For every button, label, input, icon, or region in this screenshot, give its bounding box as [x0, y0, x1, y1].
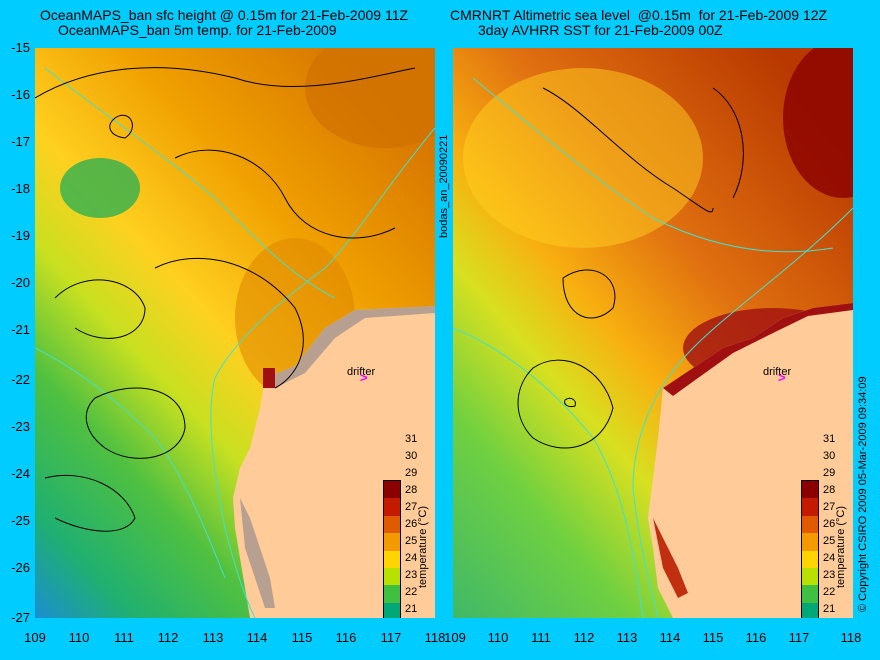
colorbar	[383, 480, 401, 618]
left-panel-subtitle: OceanMAPS_ban 5m temp. for 21-Feb-2009	[58, 22, 337, 38]
y-tick: -23	[11, 419, 30, 434]
x-tick: 115	[291, 630, 313, 645]
right-panel-subtitle: 3day AVHRR SST for 21-Feb-2009 00Z	[478, 22, 723, 38]
x-tick: 118	[840, 630, 862, 645]
colorbar-label: temperature (°C)	[417, 505, 429, 588]
y-tick: -22	[11, 372, 30, 387]
x-tick: 114	[246, 630, 268, 645]
drifter-marker: >	[778, 370, 786, 385]
run-id-label: bodas_an_20090221	[438, 134, 450, 238]
x-tick: 112	[573, 630, 595, 645]
copyright-label: © Copyright CSIRO 2009 05-Mar-2009 09:34…	[857, 376, 869, 612]
x-tick: 110	[68, 630, 90, 645]
x-tick: 118	[424, 630, 446, 645]
colorbar	[801, 480, 819, 618]
y-tick: -16	[11, 87, 30, 102]
colorbar-tick: 25	[823, 535, 836, 547]
y-tick: -24	[11, 466, 30, 481]
colorbar-tick: 31	[823, 433, 836, 445]
x-tick: 117	[788, 630, 810, 645]
colorbar-tick: 24	[405, 552, 418, 564]
y-tick: -20	[11, 275, 30, 290]
colorbar-label: temperature (°C)	[835, 505, 847, 588]
x-tick: 113	[616, 630, 638, 645]
left-panel-title: OceanMAPS_ban sfc height @ 0.15m for 21-…	[40, 7, 409, 23]
y-tick: -21	[11, 322, 30, 337]
colorbar-tick: 30	[405, 450, 418, 462]
y-tick: -17	[11, 134, 30, 149]
x-tick: 109	[24, 630, 46, 645]
y-tick: -19	[11, 228, 30, 243]
x-tick: 113	[202, 630, 224, 645]
colorbar-tick: 26	[823, 518, 836, 530]
colorbar-tick: 28	[405, 484, 418, 496]
y-tick: -26	[11, 560, 30, 575]
left-map-panel: drifter > 31 30 29 28 27 26 25 24 23 22 …	[35, 48, 435, 618]
colorbar-tick: 24	[823, 552, 836, 564]
right-panel-title: CMRNRT Altimetric sea level @0.15m for 2…	[450, 7, 828, 23]
x-tick: 112	[157, 630, 179, 645]
colorbar-tick: 25	[405, 535, 418, 547]
x-tick: 117	[380, 630, 402, 645]
colorbar-tick: 31	[405, 433, 418, 445]
colorbar-tick: 22	[405, 586, 418, 598]
colorbar-tick: 28	[823, 484, 836, 496]
colorbar-tick: 21	[823, 603, 836, 615]
left-map	[35, 48, 435, 618]
colorbar-tick: 27	[823, 501, 836, 513]
y-tick: -27	[11, 610, 30, 625]
y-tick: -25	[11, 513, 30, 528]
colorbar-tick: 23	[405, 569, 418, 581]
colorbar-tick: 22	[823, 586, 836, 598]
drifter-label: drifter	[763, 366, 792, 378]
drifter-label: drifter	[347, 366, 376, 378]
drifter-marker: >	[360, 370, 368, 385]
colorbar-tick: 21	[405, 603, 418, 615]
colorbar-tick: 29	[823, 467, 836, 479]
colorbar-tick: 29	[405, 467, 418, 479]
x-tick: 110	[487, 630, 509, 645]
x-tick: 114	[659, 630, 681, 645]
x-tick: 116	[335, 630, 357, 645]
colorbar-tick: 26	[405, 518, 418, 530]
x-tick: 109	[444, 630, 466, 645]
right-map	[453, 48, 853, 618]
colorbar-tick: 30	[823, 450, 836, 462]
x-tick: 115	[702, 630, 724, 645]
x-tick: 111	[531, 630, 551, 645]
x-tick: 116	[745, 630, 767, 645]
right-map-panel: drifter > 31 30 29 28 27 26 25 24 23 22 …	[453, 48, 853, 618]
y-tick: -18	[11, 181, 30, 196]
colorbar-tick: 23	[823, 569, 836, 581]
y-tick: -15	[11, 40, 30, 55]
x-tick: 111	[114, 630, 134, 645]
colorbar-tick: 27	[405, 501, 418, 513]
